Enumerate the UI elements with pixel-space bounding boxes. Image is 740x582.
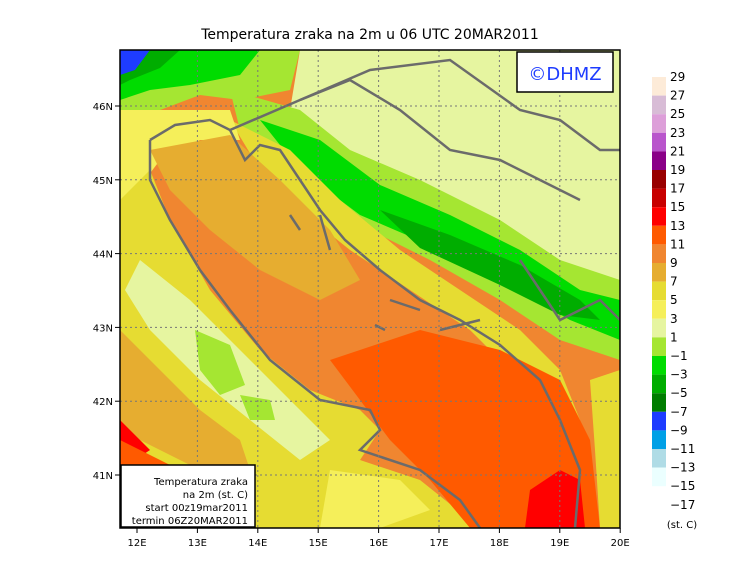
legend-swatch bbox=[652, 356, 666, 375]
legend-label: 19 bbox=[670, 163, 685, 177]
info-line-3: start 00z19mar2011 bbox=[145, 503, 248, 514]
info-line-2: na 2m (st. C) bbox=[183, 490, 248, 501]
lon-tick-label: 17E bbox=[429, 538, 448, 549]
lat-tick-label: 43N bbox=[93, 323, 113, 334]
graticule bbox=[120, 50, 620, 528]
map-title: Temperatura zraka na 2m u 06 UTC 20MAR20… bbox=[200, 27, 539, 43]
legend-label: 15 bbox=[670, 200, 685, 214]
legend-swatch bbox=[652, 207, 666, 226]
legend-label: 3 bbox=[670, 312, 678, 326]
lon-tick-label: 16E bbox=[369, 538, 388, 549]
legend-label: 11 bbox=[670, 237, 685, 251]
info-box bbox=[120, 464, 256, 528]
legend-label: −7 bbox=[670, 405, 688, 419]
legend-swatch bbox=[652, 132, 666, 152]
legend-swatch bbox=[652, 318, 666, 338]
legend-swatch bbox=[652, 114, 666, 133]
legend-swatch bbox=[652, 170, 666, 189]
lon-tick-label: 15E bbox=[309, 538, 328, 549]
lat-tick-label: 45N bbox=[93, 176, 113, 187]
dhmz-watermark: ©DHMZ bbox=[528, 64, 601, 85]
legend-label: −13 bbox=[670, 461, 695, 475]
lon-tick-label: 18E bbox=[490, 538, 509, 549]
lon-tick-label: 19E bbox=[550, 538, 569, 549]
legend-label: −1 bbox=[670, 349, 688, 363]
legend-swatch bbox=[652, 337, 666, 356]
legend-label: 9 bbox=[670, 256, 678, 270]
lon-tick-label: 12E bbox=[127, 538, 146, 549]
legend-swatch bbox=[652, 467, 666, 487]
lon-tick-label: 20E bbox=[611, 538, 630, 549]
legend-label: 1 bbox=[670, 330, 678, 344]
color-legend: 29 27 25 23 21 19 17 15 13 11 9 7 5 3 1 −1 −3 −5 −7 −9 −11 −1… bbox=[652, 70, 695, 512]
lat-tick-label: 44N bbox=[93, 250, 113, 261]
legend-label: 23 bbox=[670, 126, 685, 140]
legend-swatch bbox=[652, 430, 666, 449]
legend-label: −5 bbox=[670, 386, 688, 400]
lat-tick-label: 46N bbox=[93, 102, 113, 113]
legend-label: −15 bbox=[670, 479, 695, 493]
axis-ticks: 12E 13E 14E 15E 16E 17E 18E 19E 20E 41N 42N 43N 44N 4… bbox=[93, 102, 630, 549]
legend-swatch bbox=[652, 411, 666, 431]
legend-label: −17 bbox=[670, 498, 695, 512]
legend-swatch bbox=[652, 300, 666, 319]
legend-swatch bbox=[652, 151, 666, 170]
legend-label: 13 bbox=[670, 219, 685, 233]
lon-tick-label: 13E bbox=[188, 538, 207, 549]
legend-label: −9 bbox=[670, 423, 688, 437]
legend-swatch bbox=[652, 244, 666, 263]
lon-tick-label: 14E bbox=[248, 538, 267, 549]
legend-unit: (st. C) bbox=[667, 520, 697, 531]
legend-label: 25 bbox=[670, 107, 685, 121]
legend-swatch bbox=[652, 281, 666, 301]
info-line-4: termin 06Z20MAR2011 bbox=[132, 516, 248, 527]
legend-swatch bbox=[652, 393, 666, 412]
coastline bbox=[148, 58, 620, 528]
legend-label: −3 bbox=[670, 368, 688, 382]
legend-swatch bbox=[652, 77, 666, 96]
legend-label: 7 bbox=[670, 275, 678, 289]
legend-label: −11 bbox=[670, 442, 695, 456]
lat-tick-label: 41N bbox=[93, 471, 113, 482]
legend-label: 27 bbox=[670, 89, 685, 103]
legend-label: 5 bbox=[670, 293, 678, 307]
legend-swatch bbox=[652, 263, 666, 282]
info-line-1: Temperatura zraka bbox=[153, 477, 248, 488]
legend-swatch bbox=[652, 188, 666, 208]
lat-tick-label: 42N bbox=[93, 397, 113, 408]
legend-swatch bbox=[652, 374, 666, 394]
legend-label: 29 bbox=[670, 70, 685, 84]
map-frame bbox=[119, 49, 621, 529]
watermark-box bbox=[516, 51, 614, 93]
legend-label: 21 bbox=[670, 144, 685, 158]
legend-swatch bbox=[652, 95, 666, 115]
legend-label: 17 bbox=[670, 182, 685, 196]
legend-swatch bbox=[652, 225, 666, 245]
legend-swatch bbox=[652, 449, 666, 468]
